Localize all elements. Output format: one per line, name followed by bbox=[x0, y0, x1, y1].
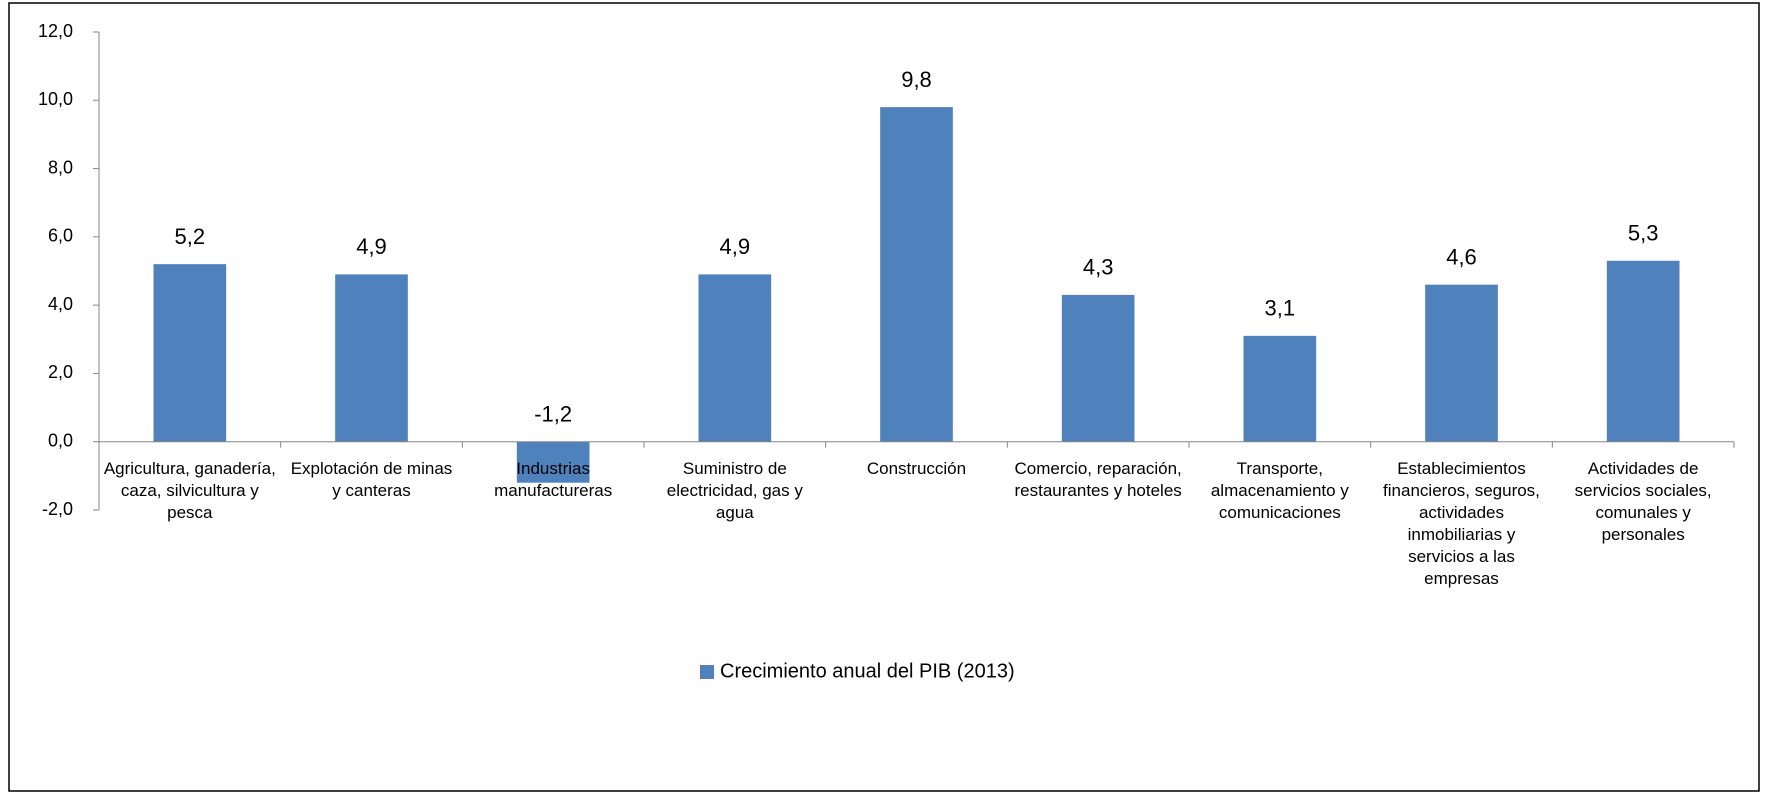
value-label: 5,3 bbox=[1628, 221, 1659, 246]
y-tick-label: 6,0 bbox=[48, 226, 73, 246]
value-label: 5,2 bbox=[175, 224, 206, 249]
x-tick-label: Construcción bbox=[866, 458, 967, 478]
value-label: -1,2 bbox=[534, 402, 572, 427]
bar bbox=[698, 274, 772, 442]
x-tick-label: Industrias manufactureras bbox=[494, 458, 613, 500]
x-tick-label: Suministro de electricidad, gas y agua bbox=[666, 458, 803, 522]
x-tick-label: Comercio, reparación, restaurantes y hot… bbox=[1014, 458, 1182, 500]
value-label: 9,8 bbox=[901, 67, 932, 92]
legend-swatch bbox=[700, 665, 714, 679]
x-tick-label: Actividades de servicios sociales, comun… bbox=[1574, 458, 1712, 544]
y-tick-label: 12,0 bbox=[38, 21, 73, 41]
bar bbox=[1425, 284, 1498, 442]
bar bbox=[516, 441, 590, 483]
value-label: 3,1 bbox=[1265, 296, 1296, 321]
value-label: 4,9 bbox=[356, 234, 387, 259]
x-tick-label: Agricultura, ganadería, caza, silvicultu… bbox=[103, 458, 276, 522]
y-tick-label: 2,0 bbox=[48, 362, 73, 382]
bar bbox=[880, 107, 953, 442]
legend-label: Crecimiento anual del PIB (2013) bbox=[720, 660, 1015, 682]
bar bbox=[335, 274, 408, 442]
x-tick-label: Transporte, almacenamiento y comunicacio… bbox=[1210, 458, 1349, 522]
bar bbox=[1061, 294, 1135, 442]
x-tick-label: Establecimientos financieros, seguros, a… bbox=[1383, 458, 1540, 588]
y-tick-label: -2,0 bbox=[42, 499, 73, 519]
y-tick-label: 8,0 bbox=[48, 157, 73, 177]
value-label: 4,3 bbox=[1083, 255, 1114, 280]
bar bbox=[1243, 335, 1317, 442]
y-tick-label: 10,0 bbox=[38, 89, 73, 109]
x-tick-label: Explotación de minas y canteras bbox=[290, 458, 453, 500]
value-label: 4,6 bbox=[1446, 244, 1477, 269]
y-tick-label: 4,0 bbox=[48, 294, 73, 314]
y-tick-label: 0,0 bbox=[48, 430, 73, 450]
value-label: 4,9 bbox=[720, 234, 751, 259]
bar bbox=[153, 264, 227, 442]
bar bbox=[1606, 260, 1680, 442]
